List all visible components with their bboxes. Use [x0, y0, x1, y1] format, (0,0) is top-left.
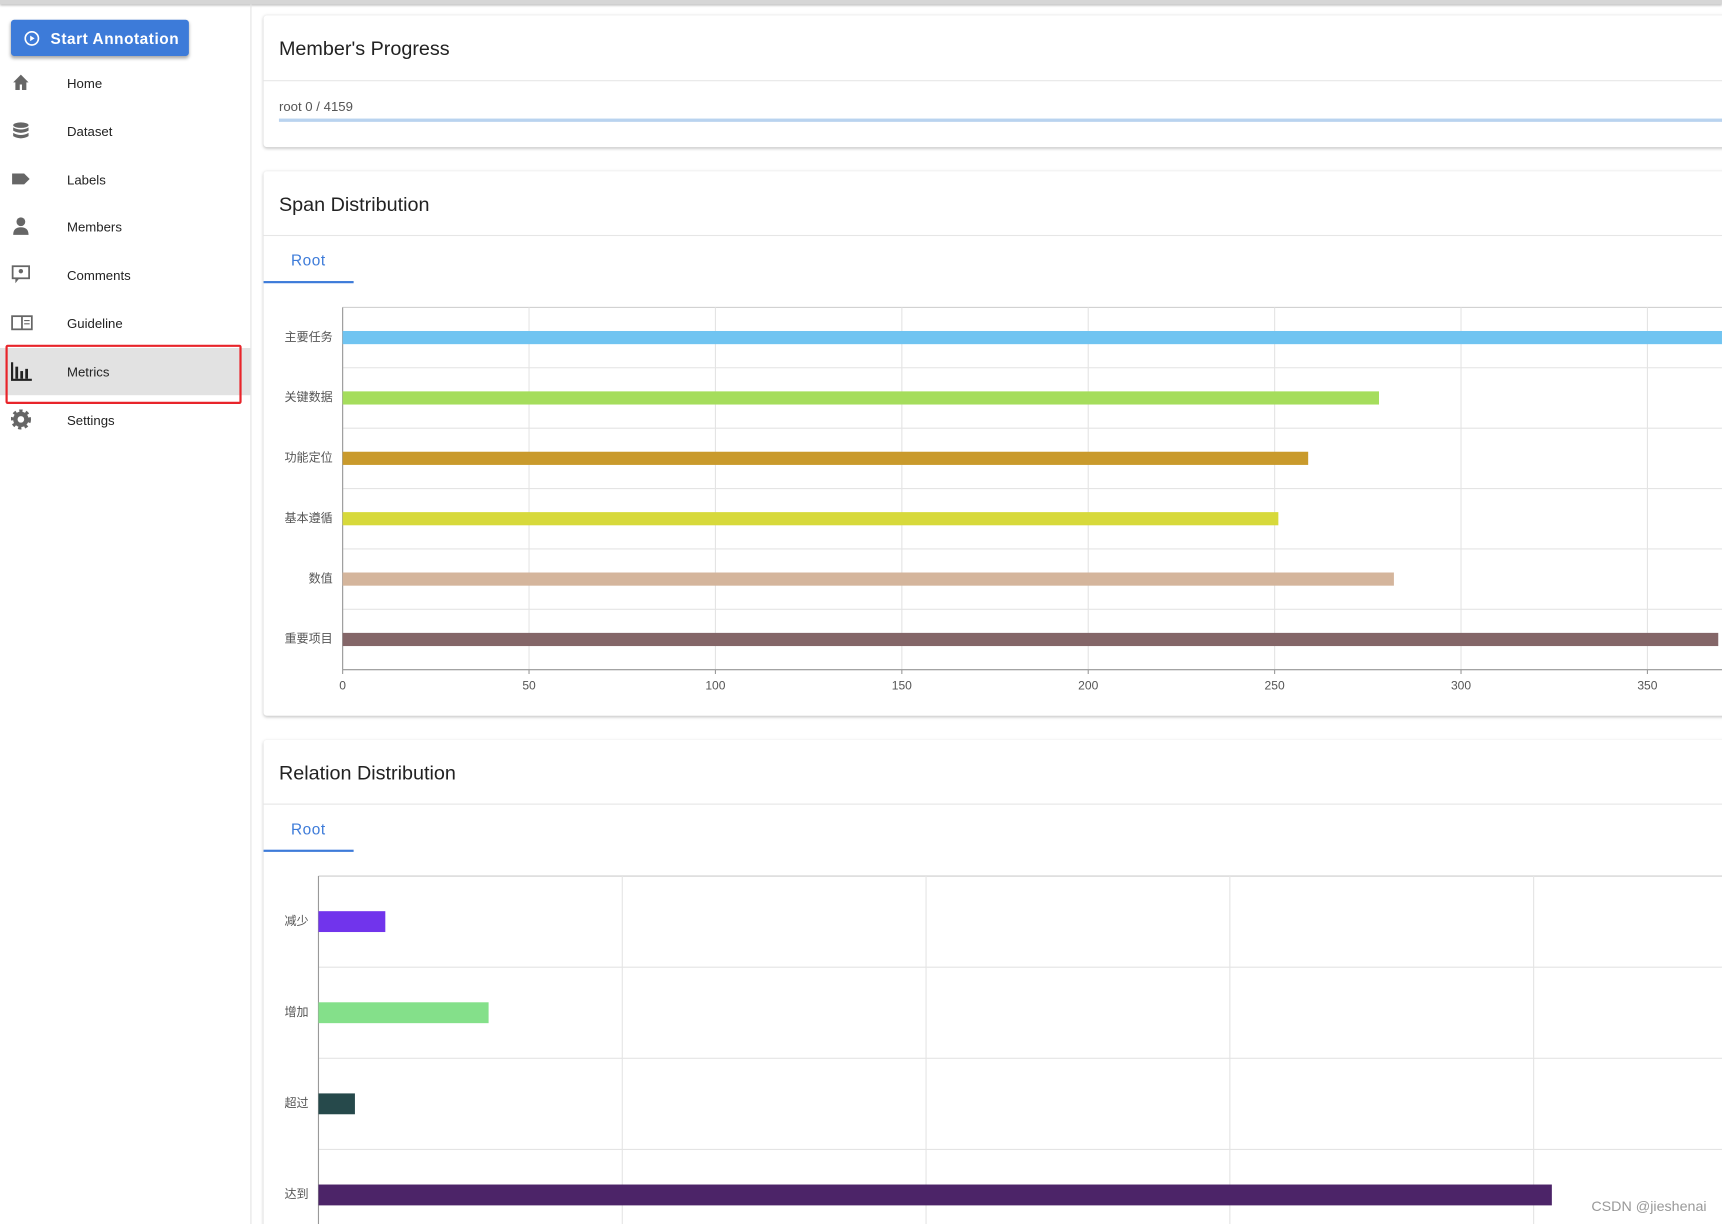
- tab[interactable]: Root: [291, 251, 326, 269]
- y-tick-label: 基本遵循: [284, 510, 332, 525]
- y-tick-label: 关键数据: [284, 389, 332, 404]
- nav-icon: [10, 409, 32, 430]
- nav-item[interactable]: Guideline: [0, 301, 250, 348]
- nav-item[interactable]: Home: [0, 60, 250, 107]
- divider: [263, 80, 1722, 82]
- span-card: Span Distribution Root: [263, 171, 1722, 716]
- card-title: Span Distribution: [278, 193, 430, 216]
- button-label: Start Annotation: [50, 29, 180, 48]
- x-tick-label: 50: [522, 678, 536, 692]
- y-tick-label: 重要项目: [284, 632, 332, 646]
- nav-icon: [13, 217, 29, 236]
- tab-underline: [263, 281, 354, 284]
- nav-label: Settings: [66, 412, 115, 428]
- nav-item[interactable]: Dataset: [0, 108, 250, 155]
- nav-item[interactable]: Metrics: [0, 349, 250, 396]
- y-tick-label: 达到: [284, 1187, 308, 1201]
- bar: [318, 911, 386, 933]
- relation-card: Relation Distribution Root: [263, 739, 1722, 1224]
- watermark: CSDN @jieshenai: [1591, 1197, 1707, 1215]
- nav-label: Comments: [66, 268, 131, 284]
- top-bar: [0, 0, 1722, 5]
- x-tick-label: 350: [1637, 678, 1657, 692]
- progress-bar: [278, 118, 1722, 122]
- tab-underline: [263, 849, 354, 852]
- nav-label: Guideline: [66, 316, 123, 332]
- nav-active-bg: [0, 348, 251, 396]
- nav-icon: [13, 74, 29, 91]
- nav-icon: [11, 315, 33, 331]
- progress-card: Member's Progress root 0 / 4159: [263, 15, 1722, 148]
- progress-label: root 0 / 4159: [278, 98, 353, 115]
- span-chart: 0 50 100 150 200 250 300 350 主要任务关键数据功能定位基本遵循数值重…: [284, 306, 1722, 692]
- bar: [342, 572, 1394, 586]
- highlight-box: [5, 344, 242, 404]
- y-tick-label: 超过: [284, 1095, 308, 1110]
- divider: [263, 234, 1722, 237]
- nav-icon: [12, 173, 30, 184]
- nav-label: Dataset: [66, 123, 113, 140]
- card-title: Member's Progress: [278, 37, 450, 60]
- nav-icon: [11, 265, 30, 284]
- x-tick-label: 200: [1078, 678, 1098, 692]
- x-tick-label: 250: [1265, 678, 1285, 692]
- nav-label: Members: [66, 219, 122, 236]
- bar: [318, 1002, 489, 1024]
- card-title: Relation Distribution: [278, 761, 456, 784]
- x-tick-label: 300: [1451, 678, 1471, 692]
- divider: [263, 803, 1722, 805]
- tab[interactable]: Root: [291, 820, 326, 838]
- bar: [342, 391, 1380, 405]
- nav-item[interactable]: Labels: [0, 157, 250, 204]
- nav-icon: [13, 122, 29, 139]
- nav-label: Metrics: [66, 364, 110, 380]
- x-tick-label: 150: [892, 678, 912, 692]
- x-tick-label: 0: [339, 678, 346, 692]
- bar: [318, 1093, 355, 1115]
- y-tick-label: 减少: [284, 914, 308, 928]
- bar: [342, 451, 1309, 465]
- nav-icon: [10, 362, 32, 381]
- bar: [342, 330, 1722, 345]
- start-button[interactable]: Start Annotation: [10, 19, 189, 56]
- nav-item[interactable]: Members: [0, 205, 250, 252]
- sidebar: Start Annotation: [0, 4, 252, 1224]
- nav-item[interactable]: Comments: [0, 253, 250, 300]
- nav-label: Home: [66, 75, 103, 92]
- y-tick-label: 数值: [309, 570, 333, 585]
- bar: [318, 1184, 1552, 1206]
- bar: [342, 632, 1719, 647]
- x-tick-label: 100: [705, 678, 725, 692]
- nav-label: Labels: [66, 171, 106, 188]
- play-icon: [24, 31, 40, 46]
- nav-item[interactable]: Settings: [0, 397, 250, 444]
- y-tick-label: 主要任务: [284, 329, 332, 344]
- bar: [342, 512, 1279, 526]
- y-tick-label: 增加: [284, 1005, 308, 1019]
- y-tick-label: 功能定位: [284, 450, 332, 465]
